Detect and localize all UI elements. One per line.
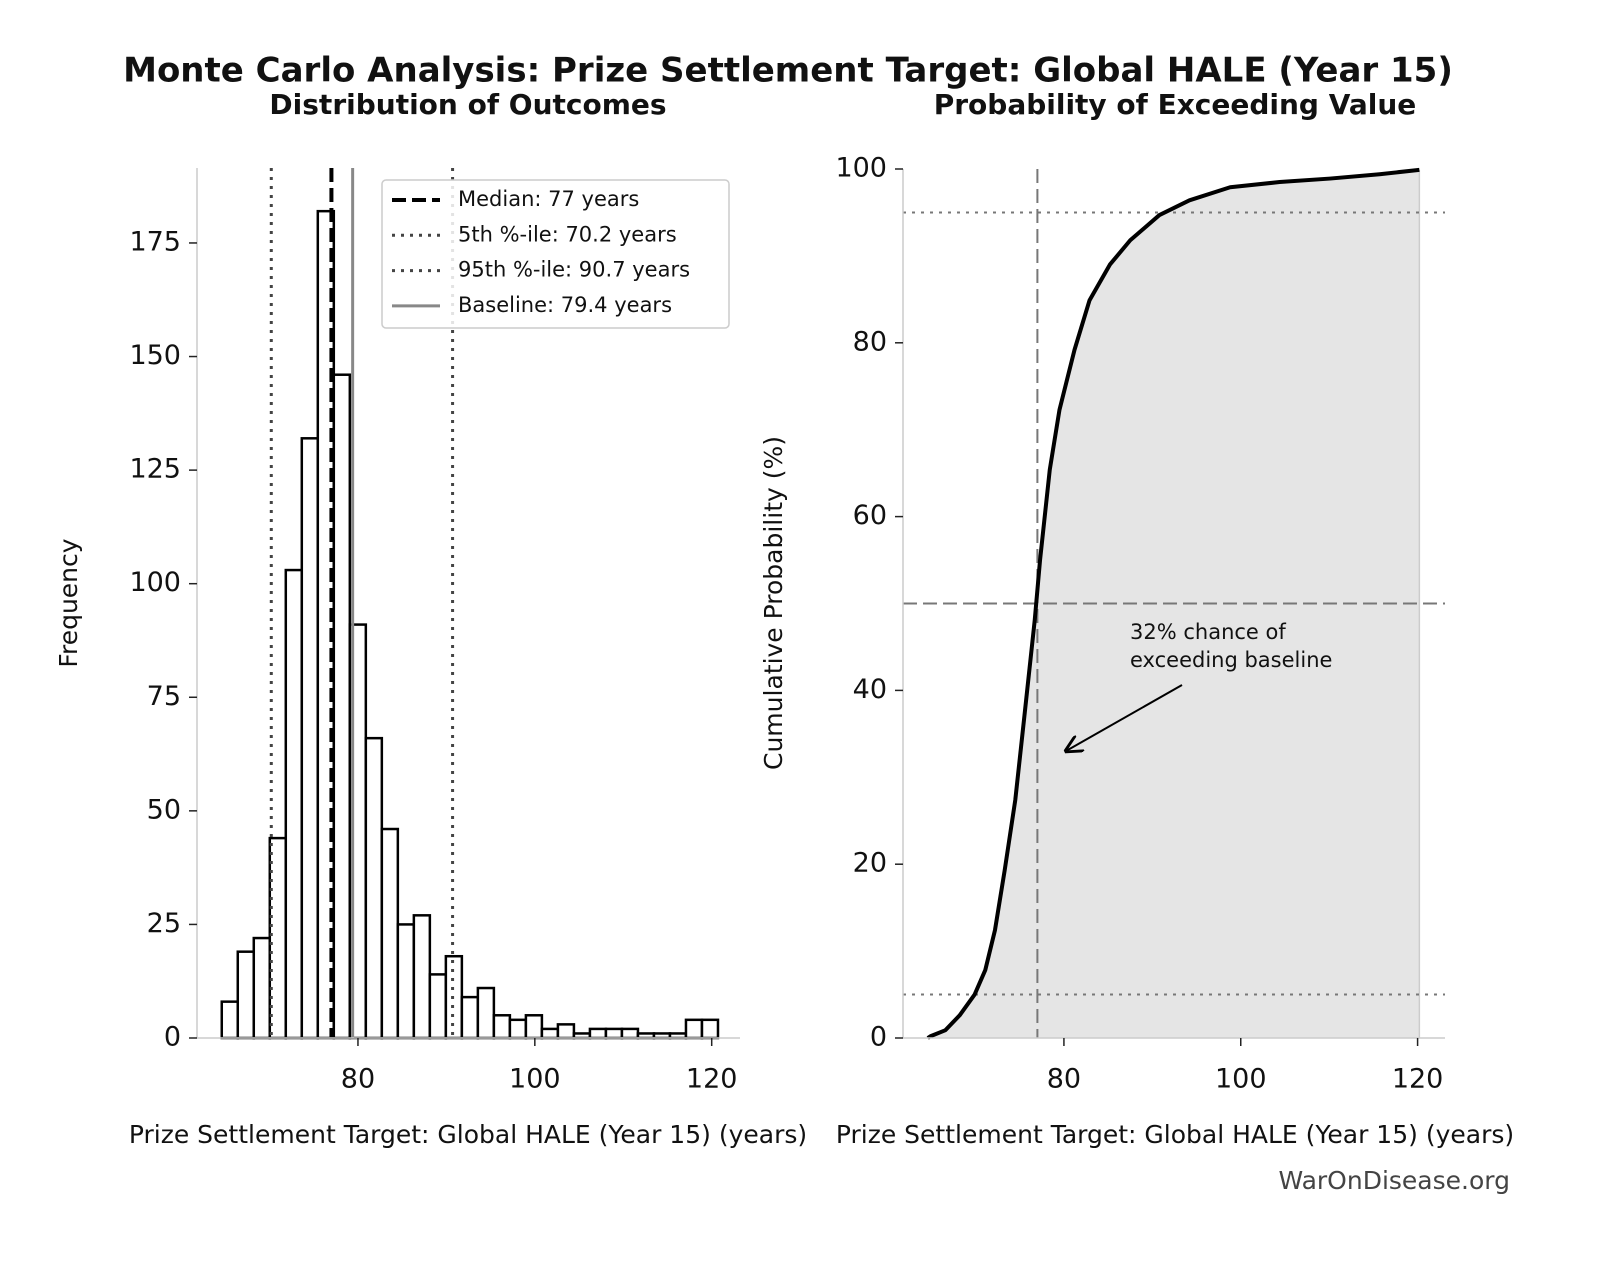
x-tick-label: 120 bbox=[1392, 1064, 1444, 1095]
histogram-bar bbox=[620, 1027, 640, 1040]
y-tick-label: 75 bbox=[147, 681, 181, 712]
y-tick-label: 175 bbox=[129, 226, 181, 257]
histogram-bar bbox=[428, 973, 448, 1040]
histogram-bar bbox=[396, 923, 416, 1040]
annotation-arrow bbox=[1066, 684, 1183, 751]
legend-label: Baseline: 79.4 years bbox=[458, 293, 672, 317]
y-tick-label: 40 bbox=[853, 674, 887, 705]
y-tick-label: 125 bbox=[129, 454, 181, 485]
y-tick-label: 0 bbox=[870, 1022, 887, 1053]
legend-label: 95th %-ile: 90.7 years bbox=[458, 258, 690, 282]
annotation: exceeding baseline bbox=[1130, 648, 1332, 672]
y-tick-label: 100 bbox=[129, 567, 181, 598]
histogram-bar bbox=[540, 1027, 560, 1040]
y-axis-label: Frequency bbox=[54, 538, 83, 667]
x-axis-label: Prize Settlement Target: Global HALE (Ye… bbox=[836, 1120, 1514, 1149]
histogram-bar bbox=[604, 1027, 624, 1040]
histogram-bar bbox=[252, 936, 272, 1040]
source: WarOnDisease.org bbox=[1278, 1166, 1510, 1195]
histogram-bar bbox=[700, 1018, 720, 1040]
histogram-bar bbox=[412, 914, 432, 1040]
legend-label: 5th %-ile: 70.2 years bbox=[458, 222, 677, 246]
histogram-bar bbox=[476, 986, 496, 1040]
y-tick-label: 80 bbox=[853, 326, 887, 357]
histogram-bar bbox=[332, 373, 352, 1040]
histogram-bar bbox=[220, 1000, 240, 1040]
subplot-title: Probability of Exceeding Value bbox=[934, 88, 1417, 121]
x-tick-label: 120 bbox=[686, 1064, 738, 1095]
histogram-bar bbox=[364, 736, 384, 1040]
y-tick-label: 100 bbox=[835, 153, 887, 184]
x-tick-label: 100 bbox=[509, 1064, 561, 1095]
histogram-bar bbox=[300, 437, 320, 1040]
y-axis-label: Cumulative Probability (%) bbox=[759, 436, 788, 770]
histogram-bar bbox=[524, 1014, 544, 1040]
y-tick-label: 150 bbox=[129, 340, 181, 371]
cdf-line bbox=[926, 167, 1420, 1040]
x-tick-label: 80 bbox=[341, 1064, 375, 1095]
histogram-bar bbox=[236, 950, 256, 1040]
y-tick-label: 25 bbox=[147, 908, 181, 939]
histogram-bar bbox=[588, 1027, 608, 1040]
subplot-title: Distribution of Outcomes bbox=[269, 88, 666, 121]
histogram-bar bbox=[460, 995, 480, 1040]
suptitle: Monte Carlo Analysis: Prize Settlement T… bbox=[123, 51, 1453, 91]
histogram-bar bbox=[284, 568, 304, 1040]
x-tick-label: 80 bbox=[1047, 1064, 1081, 1095]
histogram-bar bbox=[268, 836, 288, 1040]
legend-label: Median: 77 years bbox=[458, 187, 639, 211]
annotation: 32% chance of bbox=[1130, 620, 1286, 644]
histogram-bar bbox=[492, 1014, 512, 1040]
histogram-bar bbox=[380, 827, 400, 1040]
histogram-bar bbox=[556, 1023, 576, 1040]
legend-box bbox=[381, 179, 730, 329]
histogram-bar bbox=[508, 1018, 528, 1040]
y-tick-label: 50 bbox=[147, 794, 181, 825]
x-axis-label: Prize Settlement Target: Global HALE (Ye… bbox=[129, 1120, 807, 1149]
y-tick-label: 60 bbox=[853, 500, 887, 531]
histogram-bar bbox=[684, 1018, 704, 1040]
x-tick-label: 100 bbox=[1215, 1064, 1267, 1095]
y-tick-label: 0 bbox=[164, 1022, 181, 1053]
y-tick-label: 20 bbox=[853, 848, 887, 879]
